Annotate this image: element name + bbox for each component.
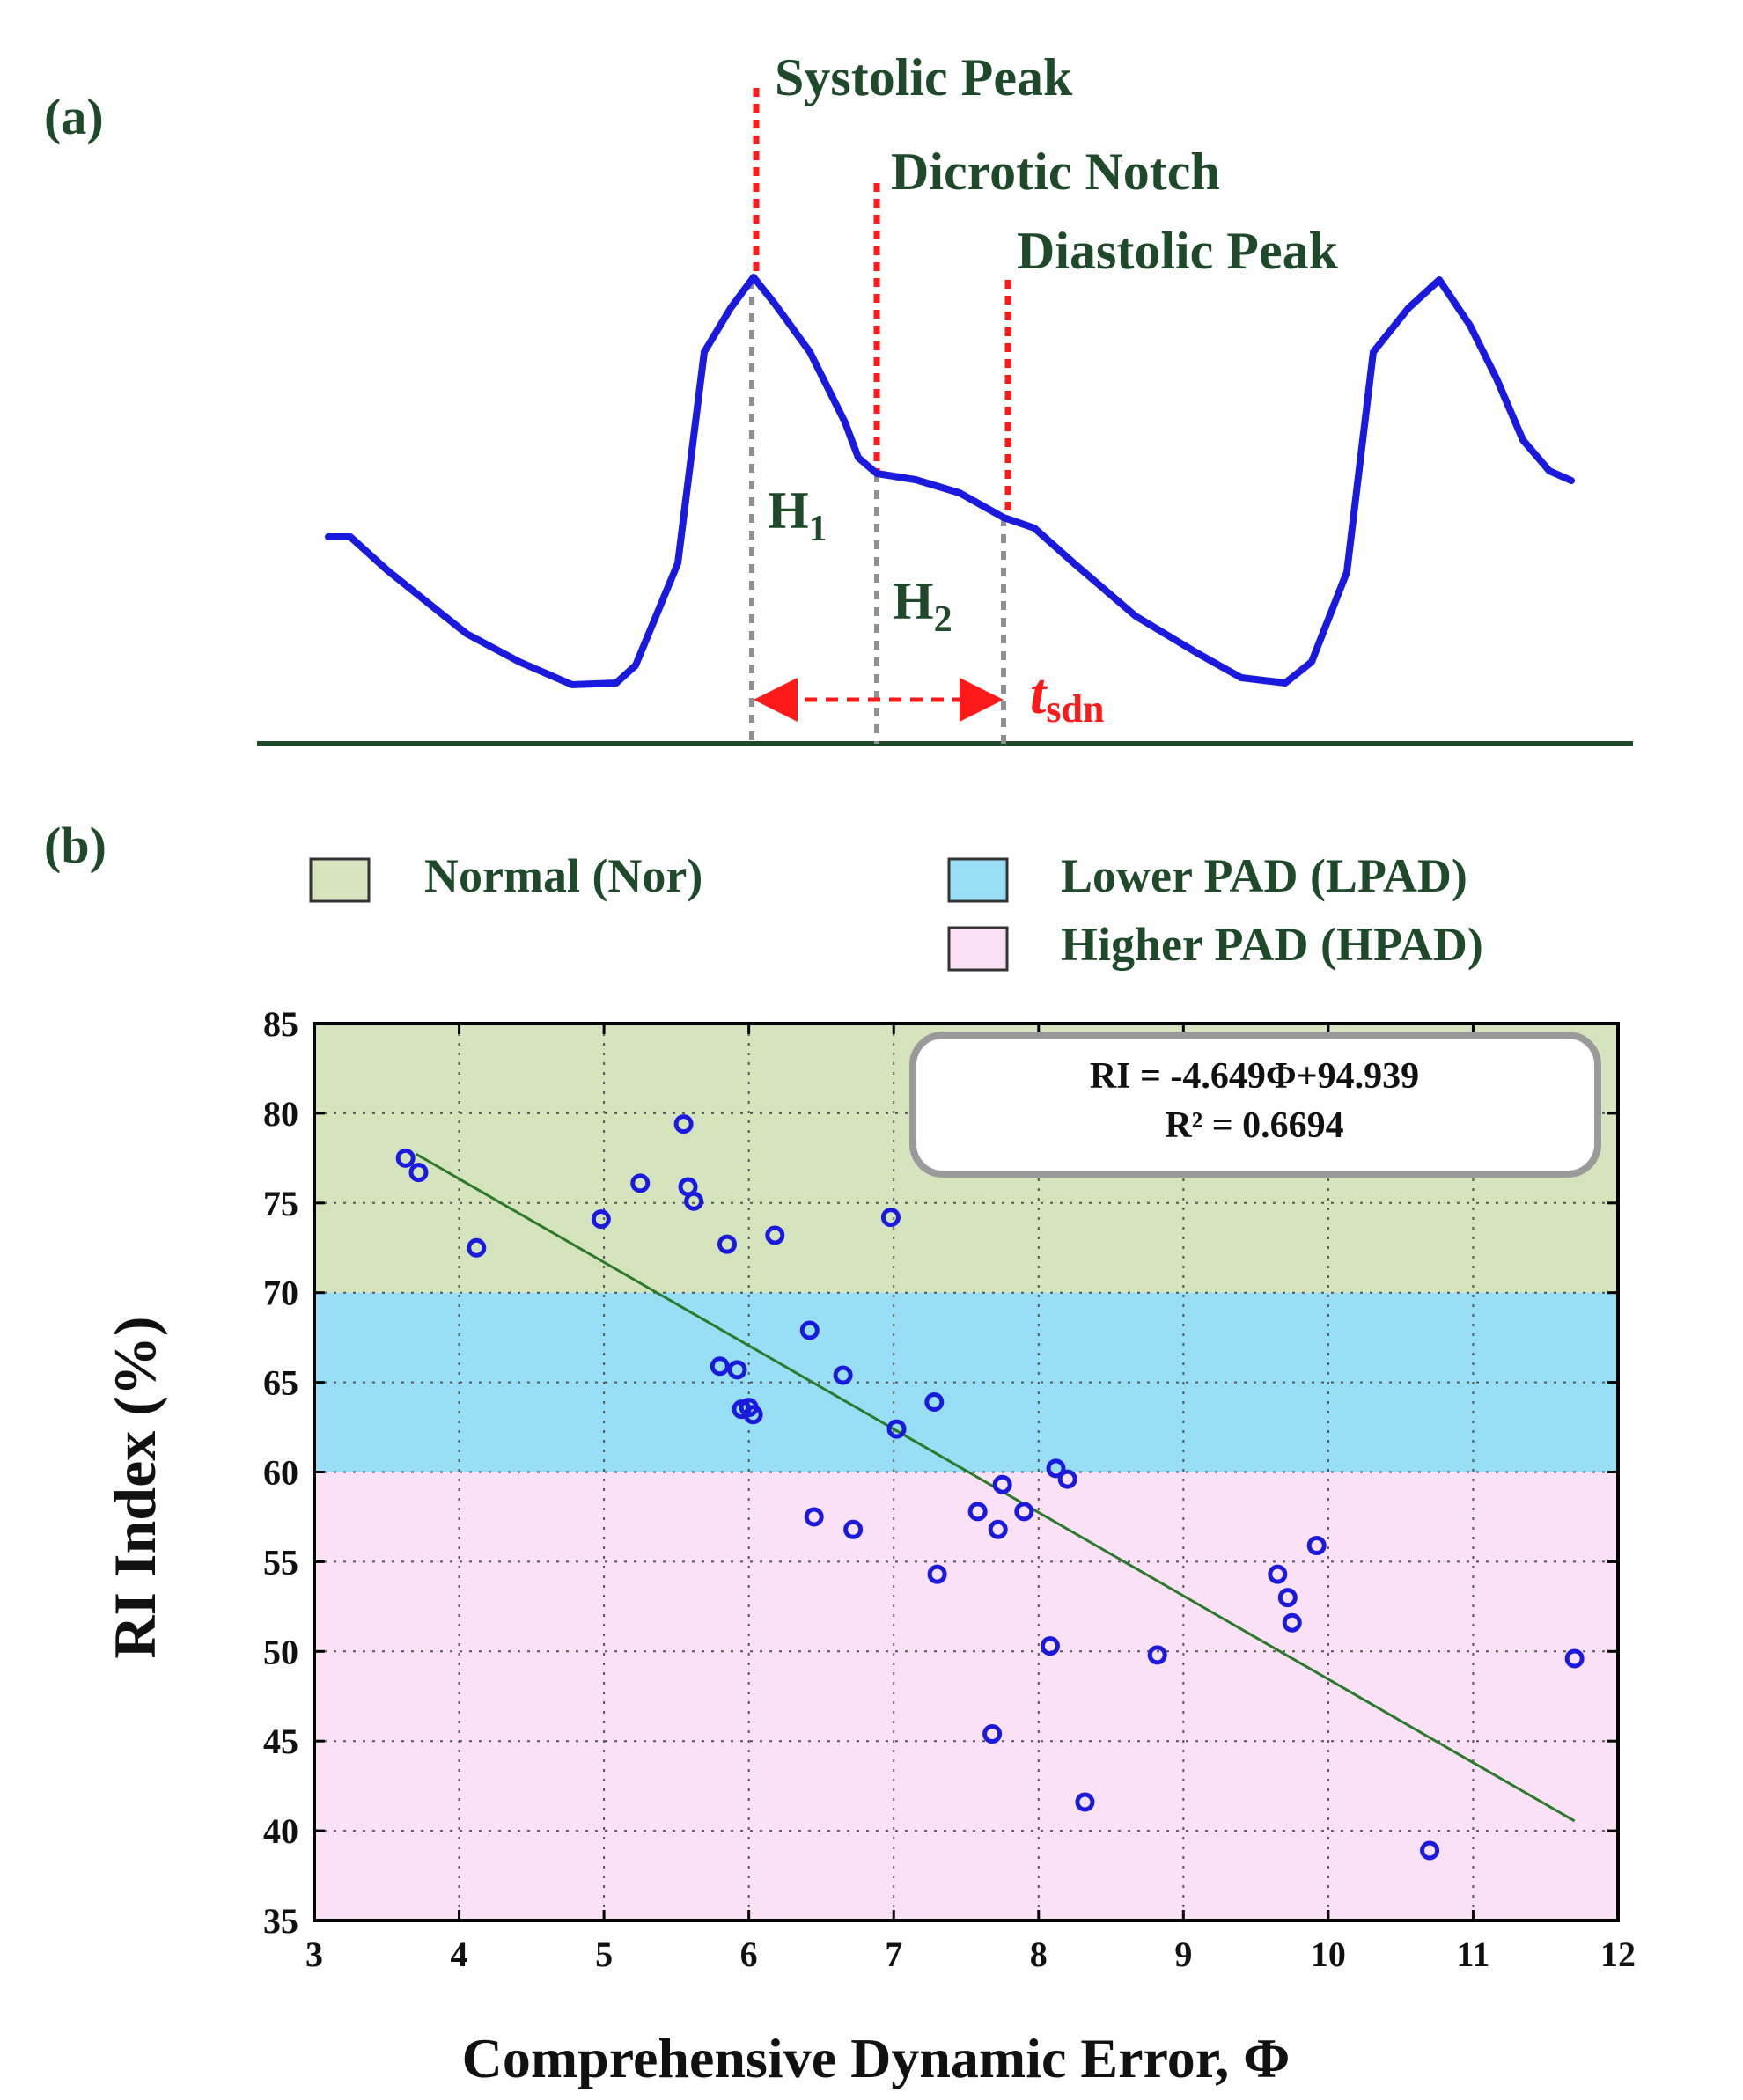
y-tick-label: 60 <box>263 1453 298 1493</box>
data-point <box>467 1237 487 1258</box>
data-point <box>684 1191 704 1211</box>
x-tick-label: 9 <box>1174 1935 1192 1974</box>
legend-label-hpad: Higher PAD (HPAD) <box>1061 918 1483 971</box>
data-point <box>804 1507 824 1527</box>
x-tick-label: 3 <box>305 1935 323 1974</box>
panel-b-scatter: (b) Normal (Nor) Lower PAD (LPAD) Higher… <box>44 817 1636 2089</box>
data-point <box>880 1208 901 1228</box>
data-point <box>1075 1792 1095 1812</box>
data-point <box>1040 1636 1060 1656</box>
data-point <box>727 1360 747 1380</box>
systolic-peak-label: Systolic Peak <box>775 48 1073 106</box>
x-tick-label: 12 <box>1600 1935 1636 1974</box>
panel-a-pulse-waveform: (a) Systolic Peak Dicrotic Notch Diastol… <box>44 48 1633 746</box>
y-tick-label: 85 <box>263 1004 298 1044</box>
h1-label: H1 <box>768 481 827 549</box>
data-point <box>1282 1612 1302 1633</box>
x-tick-label: 10 <box>1311 1935 1346 1974</box>
panel-a-label: (a) <box>44 88 104 145</box>
data-point <box>630 1173 651 1193</box>
data-point <box>927 1564 947 1584</box>
data-point <box>1046 1458 1066 1479</box>
equation-box-frame <box>909 1032 1601 1178</box>
data-point <box>1420 1840 1440 1861</box>
y-axis-label: RI Index (%) <box>101 1316 168 1658</box>
y-tick-label: 70 <box>263 1274 298 1313</box>
legend: Normal (Nor) Lower PAD (LPAD) Higher PAD… <box>309 849 1483 972</box>
legend-label-normal: Normal (Nor) <box>424 849 702 902</box>
data-point <box>967 1502 988 1522</box>
regression-equation-box: RI = -4.649Φ+94.939 R² = 0.6694 <box>909 1032 1601 1178</box>
y-tick-label: 35 <box>263 1901 298 1941</box>
data-point <box>886 1419 907 1439</box>
x-tick-label: 7 <box>885 1935 902 1974</box>
y-tick-label: 45 <box>263 1722 298 1761</box>
data-point <box>843 1519 864 1539</box>
data-point <box>765 1225 785 1245</box>
legend-label-lpad: Lower PAD (LPAD) <box>1061 849 1467 902</box>
data-point <box>992 1474 1012 1494</box>
diastolic-peak-label: Diastolic Peak <box>1017 222 1339 280</box>
data-point <box>408 1163 429 1183</box>
pulse-waveform <box>325 274 1575 688</box>
data-point <box>1014 1502 1034 1522</box>
data-point <box>717 1234 737 1254</box>
data-point <box>1306 1536 1327 1556</box>
x-tick-label: 11 <box>1457 1935 1490 1974</box>
y-tick-label: 65 <box>263 1363 298 1403</box>
x-tick-label: 8 <box>1030 1935 1048 1974</box>
y-tick-label: 50 <box>263 1632 298 1671</box>
legend-swatch-normal <box>309 857 371 903</box>
x-axis-label: Comprehensive Dynamic Error, Φ <box>462 2027 1291 2089</box>
data-point <box>1057 1469 1077 1489</box>
data-point <box>710 1356 730 1377</box>
data-point <box>1147 1645 1167 1665</box>
x-tick-label: 5 <box>595 1935 613 1974</box>
h2-label: H2 <box>893 572 952 640</box>
region-band-2 <box>314 1472 1618 1920</box>
dicrotic-notch-label: Dicrotic Notch <box>891 143 1220 201</box>
scatter-points <box>395 1114 1585 1861</box>
legend-item-normal: Normal (Nor) <box>309 849 702 903</box>
data-point <box>395 1148 416 1168</box>
data-point <box>988 1519 1008 1539</box>
r-squared: R² = 0.6694 <box>1165 1105 1343 1146</box>
data-point <box>1277 1588 1298 1608</box>
y-tick-label: 80 <box>263 1094 298 1134</box>
data-point <box>924 1392 945 1413</box>
x-tick-label: 4 <box>451 1935 468 1974</box>
legend-swatch-hpad <box>947 926 1009 972</box>
regression-equation: RI = -4.649Φ+94.939 <box>1090 1056 1419 1097</box>
data-point <box>1564 1648 1585 1669</box>
legend-swatch-lpad <box>947 857 1009 903</box>
legend-item-hpad: Higher PAD (HPAD) <box>947 918 1483 972</box>
data-point <box>743 1405 763 1425</box>
x-tick-label: 6 <box>740 1935 758 1974</box>
data-point <box>591 1209 611 1230</box>
data-point <box>982 1724 1003 1744</box>
data-point <box>833 1365 853 1385</box>
y-tick-label: 55 <box>263 1542 298 1582</box>
t-sdn-label: tsdn <box>1030 662 1104 731</box>
data-point <box>799 1320 820 1340</box>
data-point <box>673 1114 694 1134</box>
panel-b-label: (b) <box>44 817 107 874</box>
legend-item-lpad: Lower PAD (LPAD) <box>947 849 1467 903</box>
y-tick-label: 75 <box>263 1184 298 1223</box>
y-tick-label: 40 <box>263 1811 298 1851</box>
data-point <box>1268 1564 1288 1584</box>
